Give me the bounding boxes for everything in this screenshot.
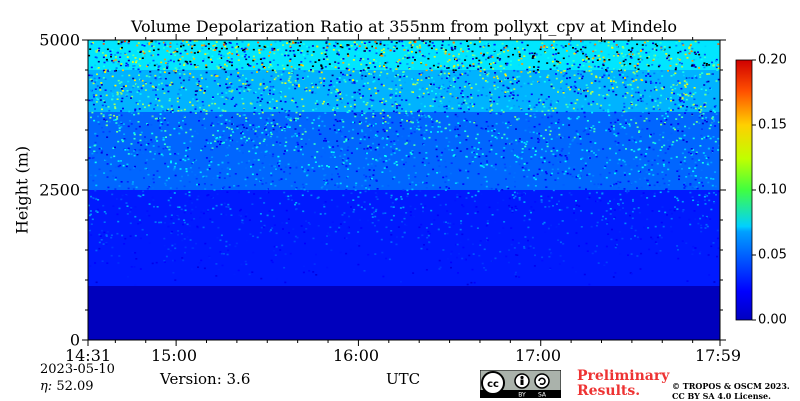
heatmap-layer-0 xyxy=(88,286,720,340)
x-axis-label: UTC xyxy=(386,370,420,388)
y-axis-label: Height (m) xyxy=(13,146,32,234)
eta-readout: η: 52.09 xyxy=(40,379,94,394)
copyright-line-1: © TROPOS & OSCM 2023. xyxy=(672,381,790,391)
x-tick-label-1500: 15:00 xyxy=(151,346,197,365)
colorbar xyxy=(736,60,752,320)
colorbar-tick-label-0.05: 0.05 xyxy=(758,248,787,263)
preliminary-results-note: Preliminary Results. xyxy=(577,369,669,399)
y-tick-label-5000: 5000 xyxy=(39,31,80,50)
cc-icon: cc xyxy=(482,372,504,394)
preliminary-line-2: Results. xyxy=(577,384,669,399)
cc-by-sa-license-badge: cc BY SA xyxy=(480,370,561,398)
colorbar-ticks xyxy=(752,60,756,320)
heatmap-layer-1 xyxy=(88,190,720,286)
colorbar-tick-label-0.20: 0.20 xyxy=(758,53,787,68)
date-label: 2023-05-10 xyxy=(40,362,115,377)
colorbar-tick-label-0.00: 0.00 xyxy=(758,313,787,328)
colorbar-tick-label-0.10: 0.10 xyxy=(758,183,787,198)
y-tick-label-2500: 2500 xyxy=(39,181,80,200)
preliminary-line-1: Preliminary xyxy=(577,369,669,384)
x-tick-label-1700: 17:00 xyxy=(515,346,561,365)
colorbar-tick-label-0.15: 0.15 xyxy=(758,118,787,133)
eta-value: 52.09 xyxy=(56,379,93,394)
eta-label: η: xyxy=(40,379,52,394)
x-tick-label-1600: 16:00 xyxy=(333,346,379,365)
version-label: Version: 3.6 xyxy=(160,370,250,388)
x-tick-label-1759: 17:59 xyxy=(695,346,741,365)
copyright-note: © TROPOS & OSCM 2023. CC BY SA 4.0 Licen… xyxy=(672,381,790,401)
